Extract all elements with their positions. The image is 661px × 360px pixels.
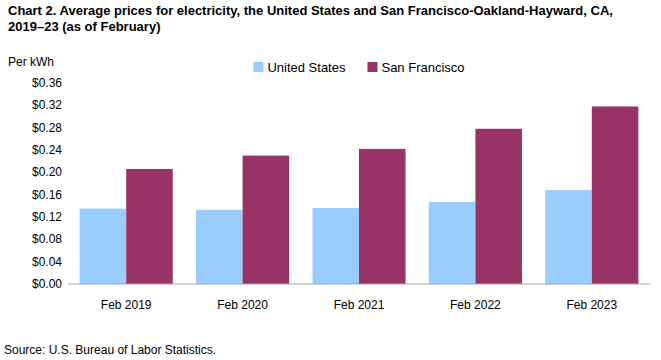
y-axis-label: Per kWh [8, 55, 54, 69]
y-tick-label: $0.08 [32, 232, 62, 246]
source: Source: U.S. Bureau of Labor Statistics. [4, 343, 216, 357]
y-tick-label: $0.20 [32, 165, 62, 179]
bars [80, 106, 639, 284]
y-tick-label: $0.32 [32, 98, 62, 112]
bar [126, 169, 173, 284]
title: Chart 2. Average prices for electricity,… [8, 3, 613, 34]
legend-label: United States [267, 60, 346, 75]
bar [196, 210, 243, 284]
chart: Chart 2. Average prices for electricity,… [0, 0, 661, 360]
y-tick-label: $0.28 [32, 121, 62, 135]
legend-swatch [253, 62, 263, 72]
y-tick-label: $0.16 [32, 188, 62, 202]
bar [80, 209, 127, 284]
x-axis-line [68, 284, 650, 285]
x-tick-label: Feb 2022 [450, 298, 501, 312]
bar [475, 129, 522, 284]
y-tick-label: $0.12 [32, 210, 62, 224]
y-tick-label: $0.36 [32, 76, 62, 90]
x-tick-label: Feb 2023 [566, 298, 617, 312]
page: {"chart_data": { "type": "bar", "title":… [0, 0, 661, 360]
title-line: Chart 2. Average prices for electricity,… [8, 3, 613, 18]
bar [312, 208, 359, 284]
legend: United States San Francisco [253, 60, 464, 75]
x-tick-label: Feb 2019 [101, 298, 152, 312]
bar [545, 190, 592, 284]
y-tick-label: $0.00 [32, 277, 62, 291]
bar [429, 202, 476, 284]
bar [359, 149, 406, 284]
title-line: 2019–23 (as of February) [8, 19, 160, 34]
bar [592, 106, 639, 284]
legend-swatch [367, 62, 377, 72]
bar [243, 156, 290, 284]
x-tick-label: Feb 2021 [334, 298, 385, 312]
y-tick-label: $0.04 [32, 255, 62, 269]
legend-label: San Francisco [381, 60, 464, 75]
y-tick-label: $0.24 [32, 143, 62, 157]
x-tick-label: Feb 2020 [217, 298, 268, 312]
